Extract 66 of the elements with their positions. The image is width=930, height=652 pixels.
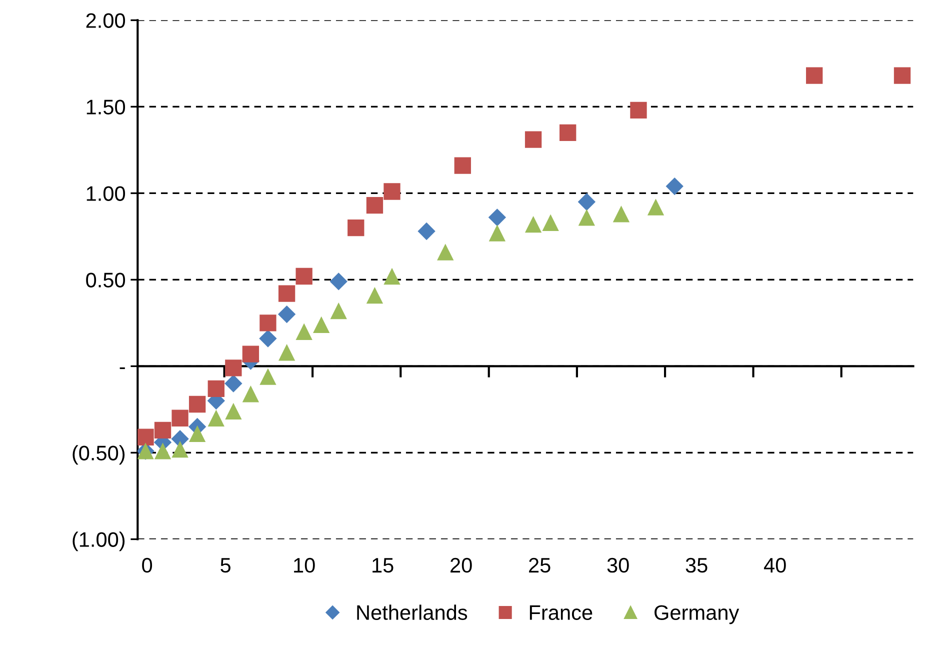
x-tick-label: 40: [764, 558, 786, 573]
y-tick-label: (0.50): [72, 445, 125, 465]
point: [242, 346, 260, 362]
point: [296, 323, 312, 340]
point: [418, 222, 436, 240]
legend-label: France: [530, 605, 592, 620]
point: [806, 67, 823, 84]
point: [366, 196, 384, 214]
y-tick-label: 2.00: [86, 13, 126, 28]
point: [138, 428, 154, 446]
point: [647, 198, 664, 216]
point: [384, 183, 400, 200]
point: [154, 442, 172, 460]
point: [278, 344, 296, 361]
point: [330, 302, 347, 320]
point: [894, 67, 911, 84]
point: [154, 422, 172, 439]
point: [208, 380, 224, 398]
y-tick-label: 1.50: [86, 100, 126, 114]
point: [260, 368, 276, 385]
point: [260, 314, 276, 332]
point: [488, 224, 506, 242]
point: [454, 157, 471, 174]
legend-label: Netherlands: [357, 604, 468, 620]
x-tick-label: 10: [294, 558, 315, 573]
point: [437, 244, 454, 260]
point: [348, 219, 364, 236]
point: [666, 177, 684, 196]
y-tick-label: (1.00): [72, 532, 125, 552]
point: [172, 440, 188, 458]
point: [242, 386, 260, 402]
point: [560, 124, 576, 141]
x-tick-label: 20: [450, 558, 472, 573]
point: [524, 131, 542, 148]
point: [188, 396, 206, 413]
y-tick-label: 1.00: [86, 186, 126, 201]
point: [224, 374, 242, 392]
y-tick-label: 0.50: [86, 272, 126, 288]
point: [225, 402, 242, 420]
point: [524, 216, 542, 233]
point: [278, 285, 296, 302]
point: [296, 268, 312, 285]
point: [384, 268, 400, 285]
x-tick-label: 0: [142, 558, 152, 573]
point: [225, 360, 242, 376]
point: [188, 425, 206, 442]
point: [630, 102, 647, 119]
point: [259, 330, 277, 348]
point: [313, 316, 330, 334]
point: [208, 410, 224, 426]
point: [578, 193, 596, 211]
x-tick-label: 25: [529, 558, 550, 573]
point: [488, 208, 506, 226]
point: [278, 305, 296, 324]
x-tick-label: 35: [686, 558, 708, 573]
x-tick-label: 30: [607, 558, 629, 573]
y-tick-label: -: [120, 367, 125, 370]
legend-label: Germany: [654, 605, 740, 624]
point: [330, 272, 348, 290]
x-tick-label: 5: [220, 558, 230, 573]
point: [366, 286, 384, 304]
point: [542, 214, 559, 231]
point: [612, 206, 630, 222]
x-tick-label: 15: [372, 558, 394, 573]
point: [578, 209, 596, 226]
point: [172, 410, 188, 426]
